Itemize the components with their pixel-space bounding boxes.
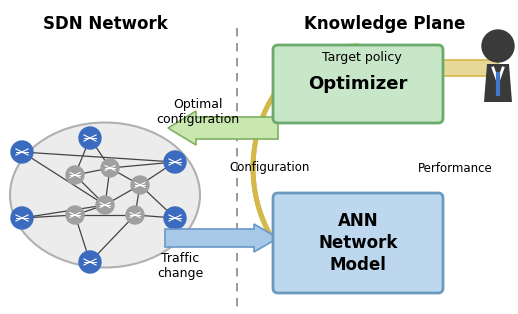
Ellipse shape: [10, 122, 200, 268]
FancyArrow shape: [416, 68, 440, 81]
Circle shape: [96, 196, 114, 214]
FancyBboxPatch shape: [273, 45, 443, 123]
Circle shape: [164, 151, 186, 173]
FancyArrow shape: [168, 111, 278, 145]
Text: Performance: Performance: [418, 161, 493, 175]
Text: Configuration: Configuration: [230, 161, 310, 175]
Circle shape: [66, 206, 84, 224]
Circle shape: [164, 207, 186, 229]
Text: SDN Network: SDN Network: [42, 15, 167, 33]
Circle shape: [131, 176, 149, 194]
Text: Knowledge Plane: Knowledge Plane: [304, 15, 466, 33]
Text: ANN
Network
Model: ANN Network Model: [319, 212, 398, 274]
Text: Optimal
configuration: Optimal configuration: [156, 98, 239, 126]
Circle shape: [101, 159, 119, 177]
Circle shape: [66, 166, 84, 184]
Circle shape: [79, 127, 101, 149]
Text: Optimizer: Optimizer: [308, 75, 408, 93]
Text: Target policy: Target policy: [322, 51, 402, 64]
FancyArrow shape: [165, 224, 278, 252]
Polygon shape: [484, 64, 512, 102]
FancyBboxPatch shape: [273, 193, 443, 293]
Circle shape: [11, 207, 33, 229]
Circle shape: [126, 206, 144, 224]
FancyArrow shape: [428, 60, 498, 76]
Text: Traffic
change: Traffic change: [157, 252, 203, 280]
Circle shape: [11, 141, 33, 163]
Circle shape: [79, 251, 101, 273]
Circle shape: [482, 30, 514, 62]
